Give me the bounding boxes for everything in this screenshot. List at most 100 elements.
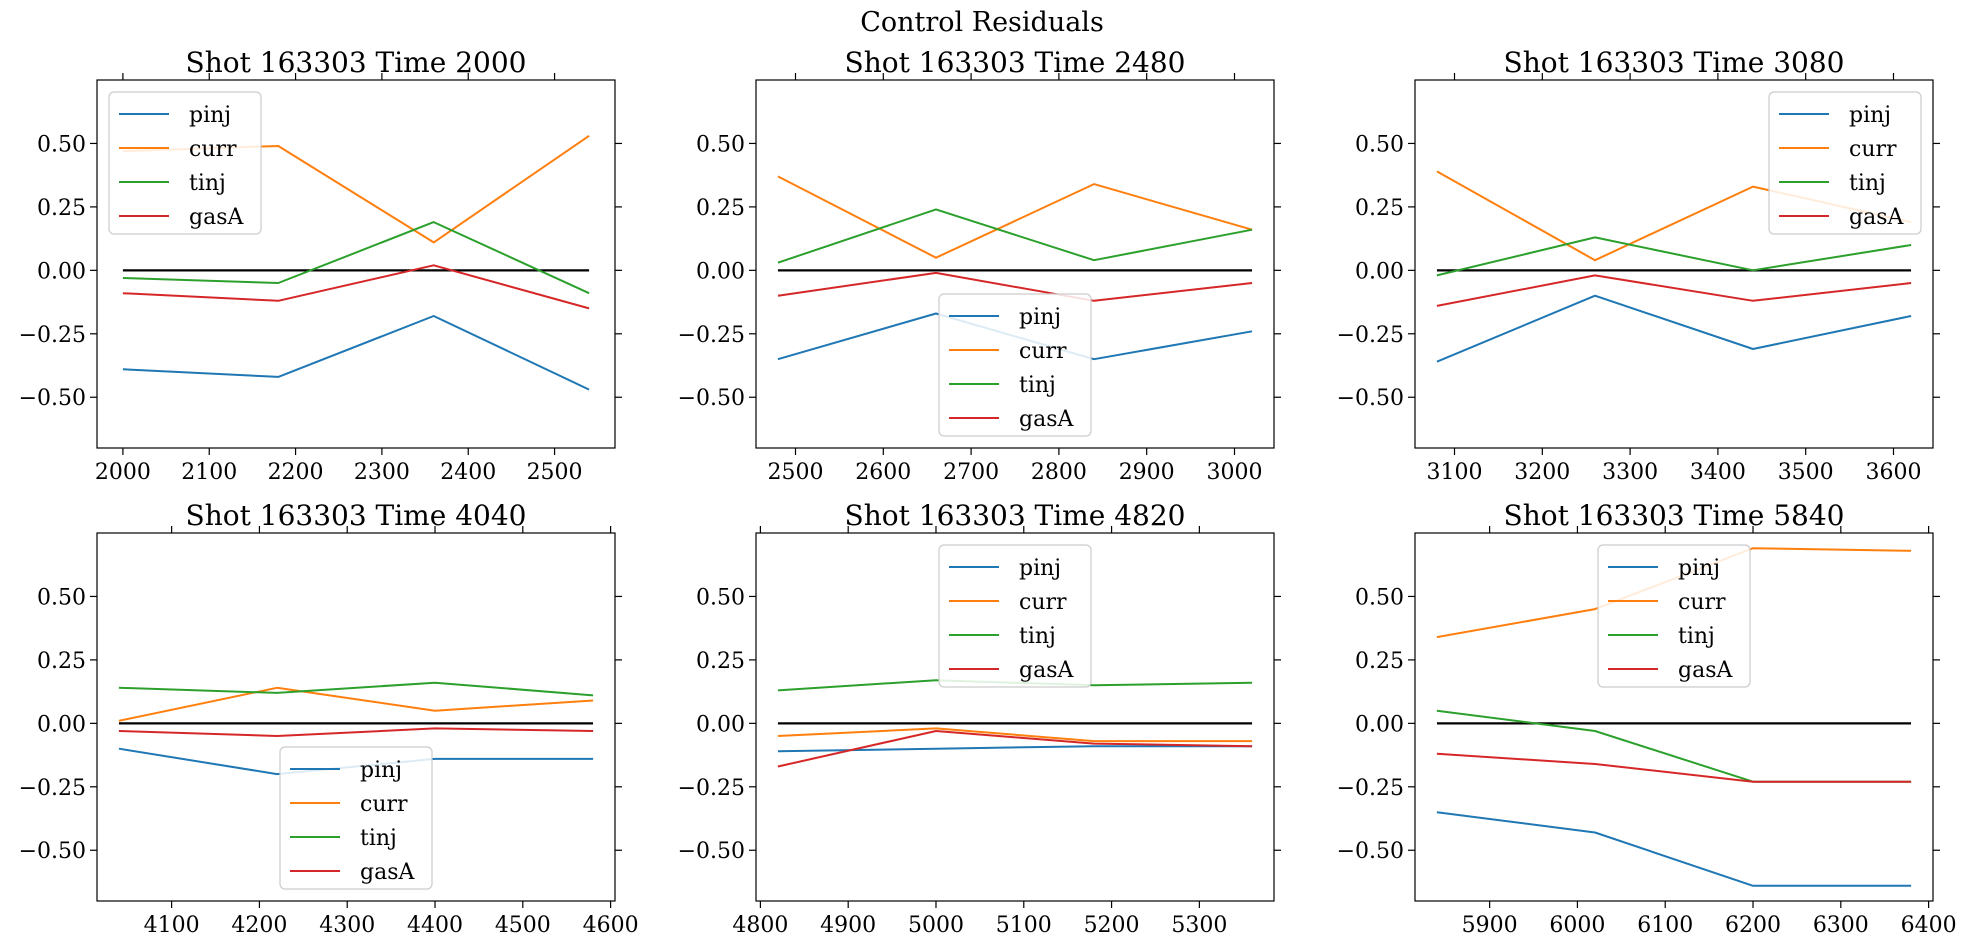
y-tick-label: −0.25 [678,323,745,348]
x-tick-label: 4200 [231,913,287,938]
x-tick-label: 2600 [855,460,911,485]
y-tick-label: −0.25 [678,776,745,801]
x-tick-label: 6300 [1813,913,1869,938]
x-tick-label: 6200 [1725,913,1781,938]
legend-label-tinj: tinj [189,171,226,196]
legend-label-pinj: pinj [360,758,402,783]
x-tick-label: 3100 [1427,460,1483,485]
y-tick-label: 0.25 [37,649,86,674]
series-line-gasA [1436,274,1912,307]
x-tick-label: 6100 [1637,913,1693,938]
series-line-tinj [1436,236,1912,277]
legend: pinj curr tinj gasA [279,746,433,890]
legend-label-tinj: tinj [1678,624,1715,649]
subplot-title: Shot 163303 Time 4040 [186,499,527,532]
y-tick-label: 0.25 [1355,649,1404,674]
x-tick-label: 2500 [768,460,824,485]
series-line-tinj [1436,709,1912,783]
x-tick-label: 5200 [1084,913,1140,938]
legend-label-pinj: pinj [1019,305,1061,330]
series-line-curr [118,686,594,722]
series-line-gasA [1436,752,1912,783]
x-tick-label: 4800 [732,913,788,938]
x-tick-label: 3600 [1865,460,1921,485]
subplot-3: Shot 163303 Time 3080 −0.50 −0.25 0.00 0.25 0… [1337,46,1940,485]
legend-label-pinj: pinj [189,103,231,128]
y-tick-label: −0.50 [1337,839,1404,864]
y-tick-label: −0.50 [678,839,745,864]
x-tick-label: 4500 [495,913,551,938]
y-tick-label: 0.50 [37,585,86,610]
y-tick-label: 0.25 [696,196,745,221]
y-tick-label: −0.25 [1337,323,1404,348]
x-tick-label: 5100 [996,913,1052,938]
y-tick-label: 0.25 [37,196,86,221]
y-tick-label: 0.00 [696,259,745,284]
x-tick-label: 2900 [1119,460,1175,485]
x-tick-label: 4900 [820,913,876,938]
legend-label-gasA: gasA [1678,658,1733,683]
legend-label-curr: curr [1849,137,1897,162]
series-line-gasA [777,730,1253,768]
series-line-gasA [777,271,1253,302]
x-tick-label: 3200 [1514,460,1570,485]
x-tick-label: 6000 [1549,913,1605,938]
subplot-1: Shot 163303 Time 2000 −0.50 −0.25 0.00 0.25 0… [19,46,622,485]
series-line-pinj [1436,294,1912,363]
x-tick-label: 6400 [1901,913,1957,938]
legend-box [938,293,1092,437]
subplot-4: Shot 163303 Time 4040 −0.50 −0.25 0.00 0.25 0… [19,499,639,938]
legend: pinj curr tinj gasA [108,91,262,235]
series-line-tinj [118,681,594,697]
legend-label-gasA: gasA [1849,205,1904,230]
legend-label-tinj: tinj [360,826,397,851]
y-tick-label: 0.00 [37,712,86,737]
y-tick-label: 0.00 [37,259,86,284]
x-tick-label: 4300 [319,913,375,938]
y-tick-label: 0.25 [696,649,745,674]
y-tick-label: 0.00 [1355,712,1404,737]
legend-label-tinj: tinj [1849,171,1886,196]
legend-label-pinj: pinj [1019,556,1061,581]
legend: pinj curr tinj gasA [1768,91,1922,235]
series-line-pinj [122,315,590,391]
figure-title: Control Residuals [860,7,1104,38]
legend: pinj curr tinj gasA [938,293,1092,437]
series-line-tinj [777,208,1253,264]
y-tick-label: 0.50 [696,585,745,610]
legend-label-curr: curr [1678,590,1726,615]
x-tick-label: 2200 [268,460,324,485]
x-tick-label: 2700 [943,460,999,485]
series-line-curr [777,175,1253,259]
x-tick-label: 5000 [908,913,964,938]
legend-label-gasA: gasA [1019,407,1074,432]
legend-label-curr: curr [360,792,408,817]
x-tick-label: 3000 [1206,460,1262,485]
legend-label-tinj: tinj [1019,373,1056,398]
y-tick-label: −0.25 [19,776,86,801]
subplot-title: Shot 163303 Time 5840 [1504,499,1845,532]
series-line-tinj [122,221,590,295]
legend-label-pinj: pinj [1678,556,1720,581]
x-tick-label: 3300 [1602,460,1658,485]
legend-label-gasA: gasA [189,205,244,230]
subplot-title: Shot 163303 Time 3080 [1504,46,1845,79]
x-tick-label: 2000 [95,460,151,485]
axes-frame [755,532,1275,902]
legend-box [279,746,433,890]
legend: pinj curr tinj gasA [938,544,1092,688]
legend-label-gasA: gasA [360,860,415,885]
series-line-pinj [777,745,1253,753]
legend-label-gasA: gasA [1019,658,1074,683]
subplot-6: Shot 163303 Time 5840 −0.50 −0.25 0.00 0.25 0… [1337,499,1957,938]
subplot-title: Shot 163303 Time 4820 [845,499,1186,532]
legend-label-curr: curr [189,137,237,162]
y-tick-label: −0.50 [1337,386,1404,411]
x-tick-label: 2400 [440,460,496,485]
y-tick-label: −0.25 [1337,776,1404,801]
legend-label-pinj: pinj [1849,103,1891,128]
legend-box [1597,544,1751,688]
y-tick-label: −0.50 [19,839,86,864]
x-tick-label: 3500 [1778,460,1834,485]
legend-box [108,91,262,235]
